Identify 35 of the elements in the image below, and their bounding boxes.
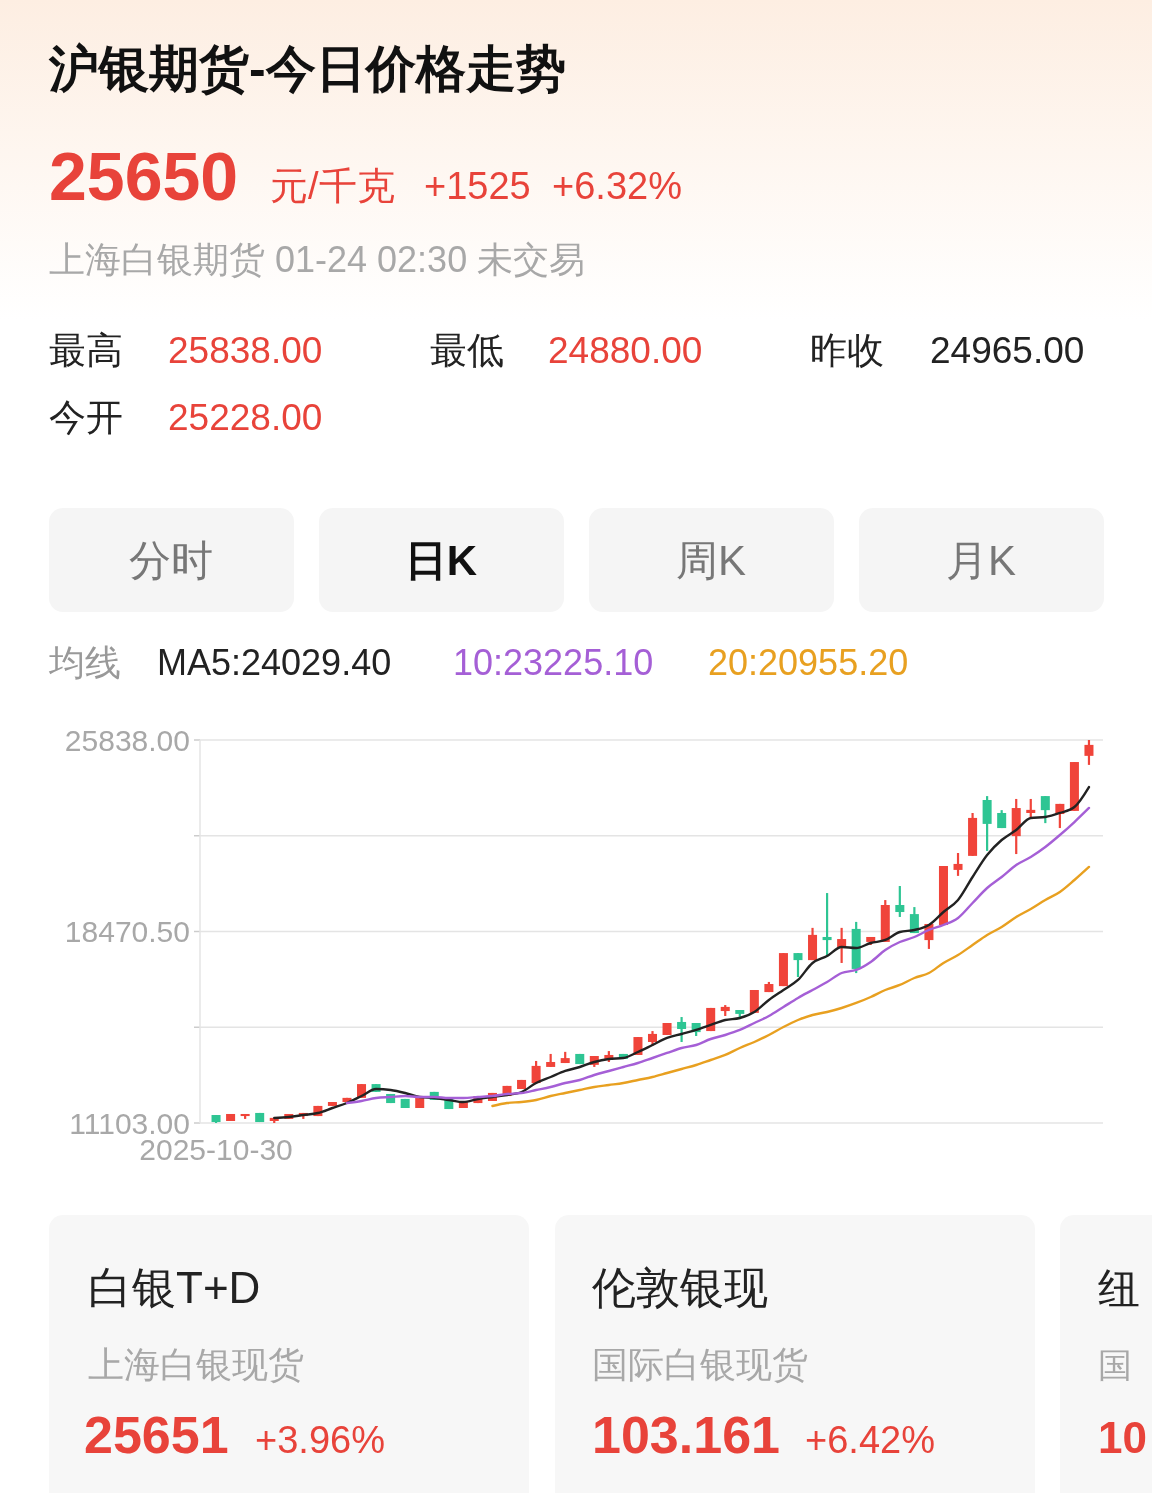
- text: 纽: [1098, 1265, 1140, 1312]
- text: +6.32%: [552, 165, 682, 207]
- text: 白银T+D: [88, 1263, 261, 1312]
- text: 25838.00: [168, 330, 323, 371]
- text: +6.42%: [805, 1419, 935, 1461]
- text: 昨收: [810, 330, 884, 371]
- text: 10: [1098, 1413, 1147, 1462]
- text: 24965.00: [930, 330, 1085, 371]
- text: 上海白银现货: [88, 1344, 304, 1385]
- text: 最高: [49, 330, 123, 371]
- text: 国: [1098, 1346, 1132, 1384]
- text: 最低: [430, 330, 504, 371]
- text: 元/千克: [270, 165, 395, 207]
- text: 上海白银期货 01-24 02:30 未交易: [49, 239, 586, 280]
- text: 25651: [84, 1406, 229, 1464]
- text: 103.161: [592, 1406, 780, 1464]
- text: 月K: [945, 537, 1017, 584]
- text: 10:23225.10: [453, 642, 654, 683]
- text: 25228.00: [168, 397, 323, 438]
- chart-title: 沪银期货-今日价格走势: [48, 41, 566, 97]
- text: 周K: [675, 537, 747, 584]
- text: 25650: [49, 138, 239, 214]
- text: MA5:24029.40: [157, 642, 392, 683]
- text: 国际白银现货: [592, 1344, 808, 1385]
- text: 分时: [129, 537, 213, 584]
- text: 日K: [404, 537, 478, 584]
- y-tick-label: 18470.50: [64, 915, 190, 948]
- text: 伦敦银现: [592, 1263, 768, 1312]
- text: +3.96%: [255, 1419, 385, 1461]
- text: 24880.00: [548, 330, 703, 371]
- text: 20:20955.20: [708, 642, 909, 683]
- legend-title: 均线: [48, 642, 121, 683]
- text: 今开: [49, 397, 123, 438]
- text: +1525: [424, 165, 531, 207]
- y-tick-label: 25838.00: [64, 723, 190, 757]
